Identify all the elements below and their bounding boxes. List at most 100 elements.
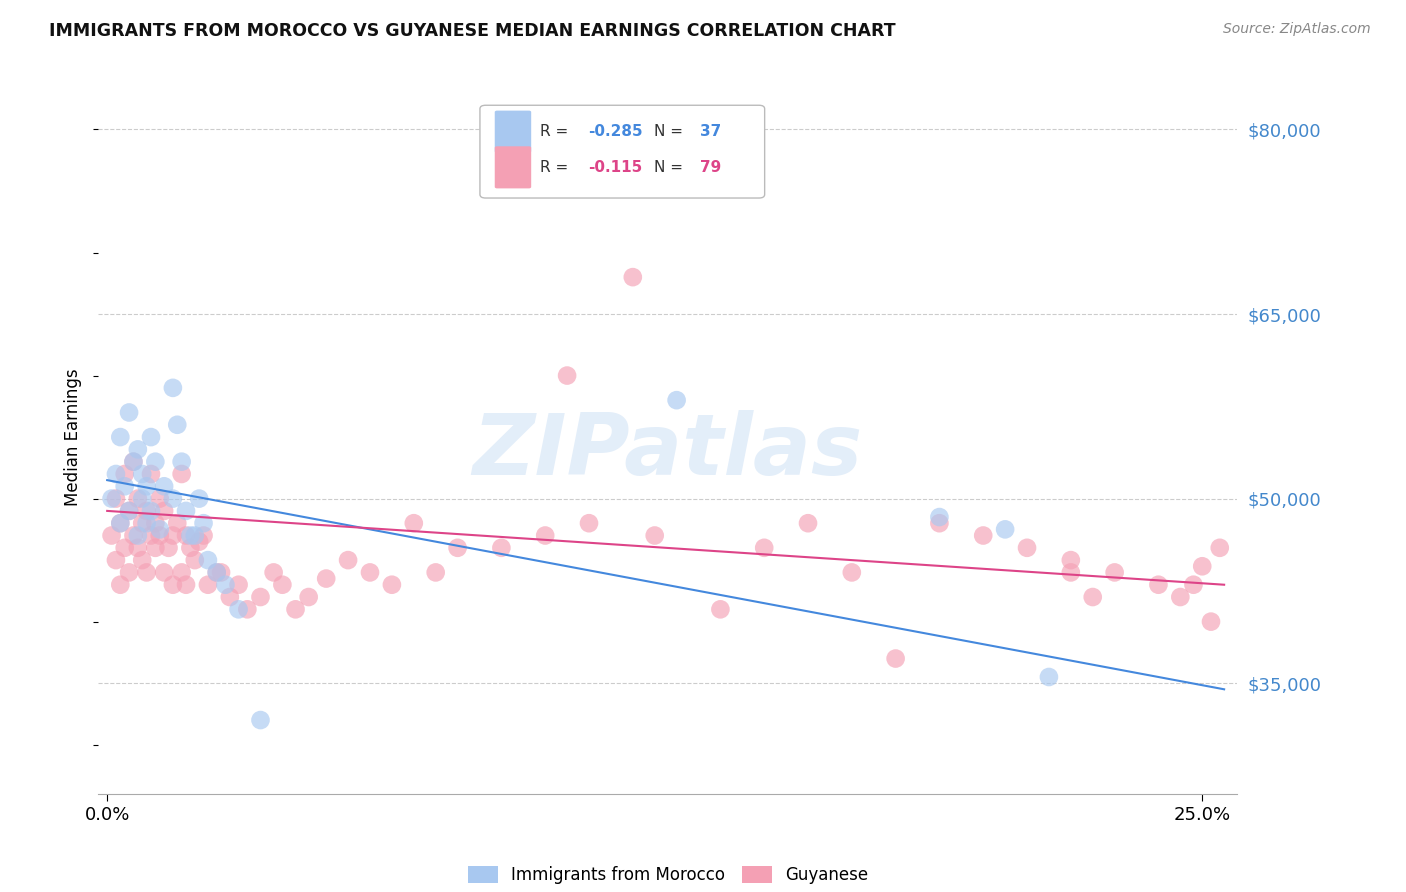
- Point: [797, 516, 820, 531]
- Text: N =: N =: [654, 160, 688, 175]
- Point: [994, 522, 1017, 536]
- Point: [118, 504, 141, 518]
- Point: [174, 528, 197, 542]
- Text: 37: 37: [700, 124, 721, 139]
- Point: [928, 516, 950, 531]
- Point: [114, 541, 136, 555]
- Point: [534, 528, 557, 542]
- Point: [166, 516, 188, 531]
- Point: [491, 541, 513, 555]
- Point: [131, 467, 153, 481]
- Point: [157, 541, 180, 555]
- Point: [100, 491, 122, 506]
- Point: [127, 442, 149, 457]
- Point: [135, 479, 157, 493]
- Point: [193, 516, 215, 531]
- Point: [170, 455, 193, 469]
- Point: [249, 590, 271, 604]
- Point: [555, 368, 578, 383]
- Point: [1081, 590, 1104, 604]
- Point: [110, 430, 132, 444]
- Text: R =: R =: [540, 160, 574, 175]
- Point: [127, 528, 149, 542]
- Point: [184, 528, 207, 542]
- FancyBboxPatch shape: [495, 146, 531, 188]
- Text: Source: ZipAtlas.com: Source: ZipAtlas.com: [1223, 22, 1371, 37]
- Point: [228, 602, 250, 616]
- Point: [139, 430, 162, 444]
- Point: [118, 405, 141, 419]
- Point: [298, 590, 321, 604]
- Point: [381, 578, 404, 592]
- Point: [249, 713, 271, 727]
- Point: [1199, 615, 1222, 629]
- Legend: Immigrants from Morocco, Guyanese: Immigrants from Morocco, Guyanese: [461, 859, 875, 891]
- Point: [193, 528, 215, 542]
- Point: [104, 491, 127, 506]
- Point: [263, 566, 285, 580]
- Point: [214, 578, 236, 592]
- Point: [122, 455, 145, 469]
- Text: -0.115: -0.115: [588, 160, 643, 175]
- Point: [162, 491, 184, 506]
- FancyBboxPatch shape: [479, 105, 765, 198]
- Point: [131, 553, 153, 567]
- Point: [162, 528, 184, 542]
- Point: [359, 566, 381, 580]
- Point: [149, 491, 172, 506]
- Point: [174, 504, 197, 518]
- Point: [179, 528, 201, 542]
- Point: [179, 541, 201, 555]
- Point: [135, 566, 157, 580]
- Point: [145, 541, 167, 555]
- Point: [162, 381, 184, 395]
- Point: [1104, 566, 1126, 580]
- Point: [170, 566, 193, 580]
- Point: [1209, 541, 1232, 555]
- Point: [184, 553, 207, 567]
- Point: [665, 393, 688, 408]
- Point: [149, 528, 172, 542]
- Point: [110, 578, 132, 592]
- Point: [1182, 578, 1205, 592]
- Point: [1038, 670, 1060, 684]
- Point: [425, 566, 447, 580]
- Point: [104, 553, 127, 567]
- Point: [271, 578, 294, 592]
- Text: IMMIGRANTS FROM MOROCCO VS GUYANESE MEDIAN EARNINGS CORRELATION CHART: IMMIGRANTS FROM MOROCCO VS GUYANESE MEDI…: [49, 22, 896, 40]
- Point: [149, 522, 172, 536]
- Point: [127, 491, 149, 506]
- Point: [446, 541, 468, 555]
- Point: [228, 578, 250, 592]
- Text: N =: N =: [654, 124, 688, 139]
- Text: ZIPatlas: ZIPatlas: [472, 409, 863, 493]
- Text: R =: R =: [540, 124, 574, 139]
- Point: [131, 491, 153, 506]
- Point: [162, 578, 184, 592]
- Point: [284, 602, 307, 616]
- Point: [153, 504, 176, 518]
- Point: [114, 479, 136, 493]
- Point: [644, 528, 666, 542]
- Point: [122, 528, 145, 542]
- Point: [135, 504, 157, 518]
- Text: 79: 79: [700, 160, 721, 175]
- Point: [205, 566, 228, 580]
- Point: [578, 516, 600, 531]
- Point: [110, 516, 132, 531]
- Point: [1015, 541, 1038, 555]
- Point: [1060, 553, 1083, 567]
- Point: [174, 578, 197, 592]
- Point: [139, 528, 162, 542]
- Point: [218, 590, 240, 604]
- Point: [402, 516, 425, 531]
- Point: [110, 516, 132, 531]
- Point: [153, 479, 176, 493]
- Point: [1147, 578, 1170, 592]
- Point: [841, 566, 863, 580]
- Point: [197, 553, 219, 567]
- Point: [709, 602, 731, 616]
- Point: [153, 566, 176, 580]
- Point: [205, 566, 228, 580]
- Point: [104, 467, 127, 481]
